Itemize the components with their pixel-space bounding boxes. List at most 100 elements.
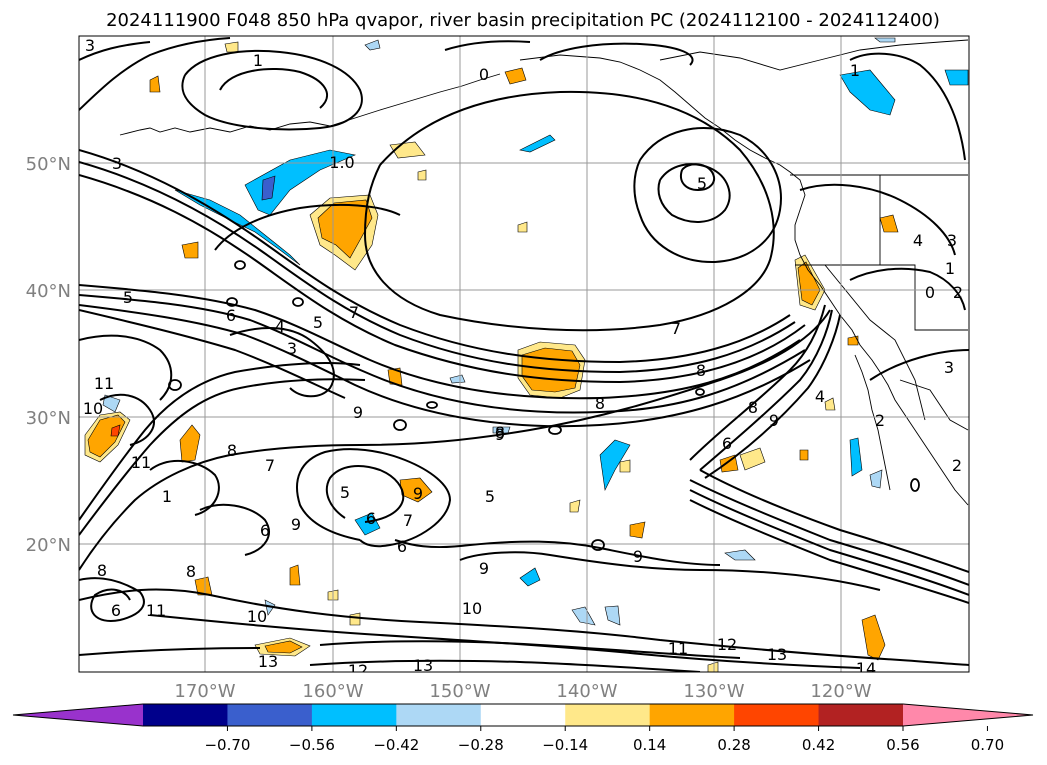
contour-label: 9 bbox=[495, 425, 505, 444]
contour-label: 5 bbox=[123, 288, 133, 307]
contour-label: 10 bbox=[83, 399, 103, 418]
contour-label: 8 bbox=[748, 398, 758, 417]
contour-label: 8 bbox=[186, 562, 196, 581]
contour-label: 8 bbox=[97, 561, 107, 580]
contour-label: 7 bbox=[349, 303, 359, 322]
contour-label: 6 bbox=[366, 509, 376, 528]
colorbar-swatch bbox=[143, 704, 228, 726]
coastlines bbox=[119, 39, 969, 506]
contour-label: 3 bbox=[287, 339, 297, 358]
contour-label: 4 bbox=[913, 231, 923, 250]
colorbar-swatch bbox=[565, 704, 651, 726]
contour-label: 12 bbox=[348, 661, 368, 680]
contour-label: 6 bbox=[722, 434, 732, 453]
latitude-labels: 50°N 40°N 30°N 20°N bbox=[26, 154, 71, 556]
contour-label: 1.0 bbox=[329, 153, 354, 172]
contour-label: 0 bbox=[479, 65, 489, 84]
contour-label: 11 bbox=[94, 374, 114, 393]
contour-label: 1 bbox=[945, 259, 955, 278]
contour-label: 6 bbox=[260, 521, 270, 540]
colorbar: −0.70 −0.56 −0.42 −0.28 −0.14 0.14 0.28 0.42 0.5… bbox=[12, 703, 1034, 754]
contour-label: 8 bbox=[595, 394, 605, 413]
colorbar-tick-label: 0.70 bbox=[971, 736, 1004, 754]
contour-label: 10 bbox=[462, 599, 482, 618]
map-frame bbox=[78, 35, 970, 673]
contour-label: 7 bbox=[265, 456, 275, 475]
contour-label: 8 bbox=[696, 361, 706, 380]
contour-label: 12 bbox=[717, 635, 737, 654]
contour-label: 13 bbox=[258, 652, 278, 671]
colorbar-swatch bbox=[818, 704, 904, 726]
colorbar-swatch bbox=[311, 704, 397, 726]
negative-precip-shading bbox=[102, 37, 969, 626]
contour-label: 0 bbox=[925, 283, 935, 302]
contour-label: 14 bbox=[856, 659, 876, 678]
contour-label: 9 bbox=[479, 559, 489, 578]
contour-label: 4 bbox=[275, 317, 285, 336]
contour-label: 9 bbox=[769, 411, 779, 430]
colorbar-tick-label: 0.56 bbox=[886, 736, 919, 754]
contour-label: 5 bbox=[340, 483, 350, 502]
qvapor-contours bbox=[79, 37, 969, 672]
contour-label: 1 bbox=[162, 487, 172, 506]
contour-label: 13 bbox=[767, 645, 787, 664]
contour-label: 13 bbox=[413, 656, 433, 675]
contour-label: 5 bbox=[313, 313, 323, 332]
lat-label-20n: 20°N bbox=[26, 535, 71, 556]
lat-label-30n: 30°N bbox=[26, 408, 71, 429]
colorbar-outline bbox=[12, 703, 1034, 727]
contour-label: 9 bbox=[413, 484, 423, 503]
lat-label-40n: 40°N bbox=[26, 281, 71, 302]
contour-label: 3 bbox=[944, 358, 954, 377]
lon-label-140w: 140°W bbox=[556, 681, 617, 702]
longitude-labels: 170°W 160°W 150°W 140°W 130°W 120°W bbox=[174, 681, 871, 702]
lon-label-170w: 170°W bbox=[174, 681, 235, 702]
lon-label-150w: 150°W bbox=[429, 681, 490, 702]
contour-label: 2 bbox=[952, 456, 962, 475]
contour-label: 5 bbox=[697, 174, 707, 193]
contour-label: 1 bbox=[850, 61, 860, 80]
contour-label: 10 bbox=[247, 607, 267, 626]
contour-label: 7 bbox=[671, 319, 681, 338]
contour-label: 6 bbox=[111, 601, 121, 620]
colorbar-swatch bbox=[649, 704, 735, 726]
colorbar-swatch bbox=[396, 704, 482, 726]
colorbar-tick-label: −0.28 bbox=[458, 736, 504, 754]
contour-label: 8 bbox=[495, 423, 505, 442]
lon-label-120w: 120°W bbox=[810, 681, 871, 702]
contour-label: 7 bbox=[403, 511, 413, 530]
colorbar-swatch bbox=[734, 704, 820, 726]
colorbar-tick-label: 0.14 bbox=[633, 736, 666, 754]
contour-label: 11 bbox=[131, 453, 151, 472]
contour-label: 5 bbox=[485, 487, 495, 506]
lon-label-130w: 130°W bbox=[683, 681, 744, 702]
contour-label: 11 bbox=[146, 601, 166, 620]
colorbar-tick-label: 0.42 bbox=[802, 736, 835, 754]
lon-label-160w: 160°W bbox=[302, 681, 363, 702]
colorbar-tick-label: −0.42 bbox=[373, 736, 419, 754]
contour-label: 8 bbox=[227, 441, 237, 460]
colorbar-tick-label: −0.14 bbox=[542, 736, 588, 754]
contour-label: 2 bbox=[875, 411, 885, 430]
positive-precip-shading bbox=[84, 41, 899, 672]
contour-label: 9 bbox=[291, 515, 301, 534]
colorbar-swatch bbox=[480, 704, 566, 726]
colorbar-extend-low bbox=[13, 704, 143, 726]
figure-title: 2024111900 F048 850 hPa qvapor, river ba… bbox=[106, 10, 940, 31]
colorbar-tick-label: −0.56 bbox=[289, 736, 335, 754]
contour-label: 9 bbox=[633, 547, 643, 566]
contour-label: 3 bbox=[947, 231, 957, 250]
lat-lon-gridlines bbox=[79, 36, 969, 672]
contour-label: 6 bbox=[397, 537, 407, 556]
colorbar-extend-high bbox=[903, 704, 1033, 726]
small-contour-blobs bbox=[168, 260, 920, 551]
contour-label: 4 bbox=[815, 387, 825, 406]
colorbar-swatch bbox=[227, 704, 313, 726]
contour-label: 2 bbox=[953, 283, 963, 302]
colorbar-tick-label: −0.70 bbox=[204, 736, 250, 754]
lat-label-50n: 50°N bbox=[26, 154, 71, 175]
contour-label: 3 bbox=[85, 36, 95, 55]
